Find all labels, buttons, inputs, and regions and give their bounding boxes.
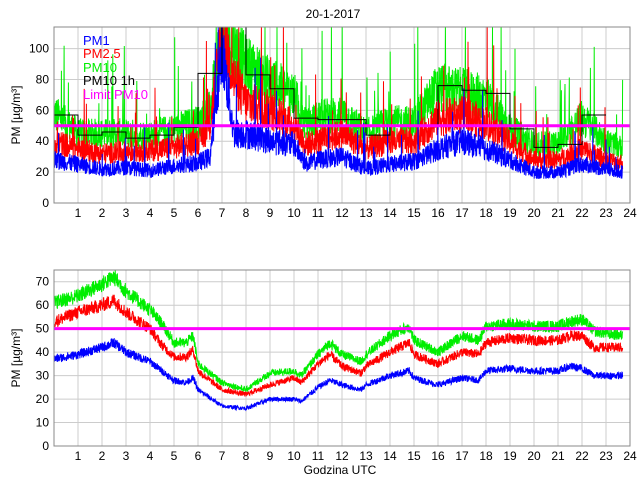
legend-pm10-1h: PM10 1h — [83, 73, 135, 88]
y-tick-label: 100 — [29, 42, 49, 56]
y-tick-label: 80 — [36, 72, 50, 86]
x-tick-label: 19 — [503, 206, 517, 220]
series-line-pm10-1h — [54, 26, 606, 148]
x-tick-label: 17 — [455, 449, 469, 463]
y-tick-label: 0 — [42, 196, 49, 210]
top-plot: 1 2 3 4 5 6 7 8 9 10 11 12 13 14 15 16 17 18 19 20 21 22 23 240… — [29, 26, 637, 220]
x-tick-label: 5 — [171, 206, 178, 220]
x-tick-label: 22 — [575, 206, 589, 220]
series-line-pm1 — [53, 26, 624, 180]
x-tick-label: 3 — [123, 206, 130, 220]
series-line-pm25 — [53, 26, 624, 172]
x-axis-label: Godzina UTC — [304, 463, 377, 477]
legend-pm25: PM2.5 — [83, 46, 121, 61]
x-tick-label: 12 — [335, 206, 349, 220]
x-tick-label: 2 — [99, 206, 106, 220]
legend: PM1 PM2.5 PM10 PM10 1h Limit PM10 — [83, 33, 148, 102]
y-axis-label-bottom: PM [µg/m³] — [9, 329, 23, 388]
x-tick-label: 2 — [99, 449, 106, 463]
y-tick-label: 40 — [36, 345, 50, 359]
legend-pm10: PM10 — [83, 60, 117, 75]
x-tick-label: 22 — [575, 449, 589, 463]
x-tick-label: 9 — [267, 449, 274, 463]
x-tick-label: 16 — [431, 206, 445, 220]
x-tick-label: 4 — [147, 449, 154, 463]
series-line-pm1 — [53, 338, 624, 412]
y-tick-label: 20 — [36, 392, 50, 406]
x-tick-label: 24 — [623, 449, 637, 463]
x-tick-label: 7 — [219, 449, 226, 463]
x-tick-label: 18 — [479, 449, 493, 463]
x-tick-label: 15 — [407, 449, 421, 463]
y-tick-label: 70 — [36, 275, 50, 289]
x-tick-label: 23 — [599, 449, 613, 463]
x-tick-label: 12 — [335, 449, 349, 463]
y-tick-label: 60 — [36, 298, 50, 312]
legend-limit-pm10: Limit PM10 — [83, 87, 148, 102]
y-axis-label-top: PM [µg/m³] — [9, 86, 23, 145]
x-tick-label: 16 — [431, 449, 445, 463]
x-tick-label: 17 — [455, 206, 469, 220]
x-tick-label: 20 — [527, 206, 541, 220]
x-tick-label: 11 — [312, 449, 325, 463]
x-tick-label: 21 — [551, 206, 565, 220]
series-line-pm10 — [53, 26, 624, 160]
x-tick-label: 9 — [267, 206, 274, 220]
plot-frame — [53, 26, 631, 204]
bottom-plot: 1 2 3 4 5 6 7 8 9 10 11 12 13 14 15 16 17 18 19 20 21 22 23 240… — [36, 269, 637, 463]
series-line-pm25 — [53, 294, 624, 397]
x-tick-label: 19 — [503, 449, 517, 463]
x-tick-label: 21 — [551, 449, 565, 463]
x-tick-label: 11 — [312, 206, 325, 220]
x-tick-label: 13 — [359, 449, 373, 463]
y-tick-label: 20 — [36, 165, 50, 179]
x-tick-label: 24 — [623, 206, 637, 220]
x-tick-label: 15 — [407, 206, 421, 220]
y-tick-label: 30 — [36, 369, 50, 383]
x-tick-label: 1 — [75, 449, 82, 463]
x-tick-label: 13 — [359, 206, 373, 220]
x-tick-label: 5 — [171, 449, 178, 463]
x-tick-label: 20 — [527, 449, 541, 463]
chart-title: 20-1-2017 — [306, 7, 361, 21]
x-tick-label: 6 — [195, 206, 202, 220]
x-tick-label: 3 — [123, 449, 130, 463]
x-tick-label: 7 — [219, 206, 226, 220]
y-tick-label: 10 — [36, 416, 50, 430]
x-tick-label: 18 — [479, 206, 493, 220]
x-tick-label: 1 — [75, 206, 82, 220]
y-tick-label: 50 — [36, 322, 50, 336]
y-tick-label: 0 — [42, 439, 49, 453]
x-tick-label: 8 — [243, 449, 250, 463]
legend-pm1: PM1 — [83, 33, 110, 48]
x-tick-label: 10 — [287, 206, 301, 220]
plot-frame — [53, 269, 631, 447]
x-tick-label: 4 — [147, 206, 154, 220]
x-tick-label: 8 — [243, 206, 250, 220]
x-tick-label: 23 — [599, 206, 613, 220]
y-tick-label: 40 — [36, 134, 50, 148]
x-tick-label: 10 — [287, 449, 301, 463]
x-tick-label: 14 — [383, 449, 397, 463]
y-tick-label: 60 — [36, 103, 50, 117]
x-tick-label: 14 — [383, 206, 397, 220]
series-line-pm10 — [53, 270, 624, 393]
x-tick-label: 6 — [195, 449, 202, 463]
